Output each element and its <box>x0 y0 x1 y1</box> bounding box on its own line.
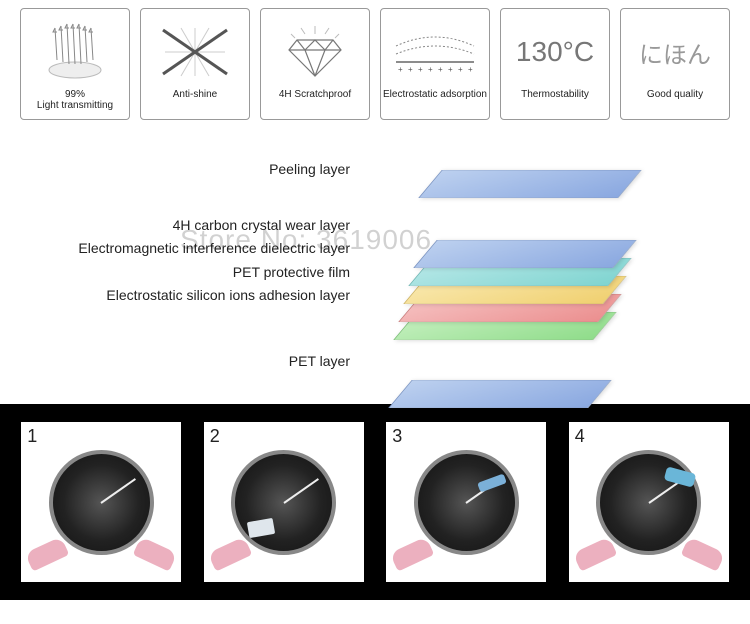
layer-sheet <box>413 240 636 268</box>
feature-label: 99%Light transmitting <box>37 89 113 111</box>
layer-label: Peeling layer <box>20 160 350 180</box>
anti-shine-icon <box>143 15 247 89</box>
layer-label: PET protective film <box>20 263 350 283</box>
svg-text:+: + <box>468 65 473 74</box>
jp-text-icon: にほん <box>623 15 727 89</box>
svg-text:+: + <box>438 65 443 74</box>
left-hand-icon <box>25 536 70 571</box>
thermo-icon: 130°C <box>503 15 607 89</box>
step-number: 2 <box>210 426 220 447</box>
gauge-icon <box>49 450 154 555</box>
steps-strip: 1 2 3 4 <box>0 404 750 600</box>
electrostatic-icon: + + + + + + + + <box>383 15 487 89</box>
feature-anti-shine: Anti-shine <box>140 8 250 120</box>
gauge-icon <box>414 450 519 555</box>
feature-electrostatic: + + + + + + + + Electrostatic adsorption <box>380 8 490 120</box>
step-panel: 2 <box>204 422 364 582</box>
feature-label: Good quality <box>647 89 703 100</box>
layer-labels: Peeling layer 4H carbon crystal wear lay… <box>20 154 370 372</box>
layer-sheet <box>418 170 641 198</box>
step-number: 1 <box>27 426 37 447</box>
layers-diagram: Peeling layer 4H carbon crystal wear lay… <box>0 124 750 404</box>
layer-sheet <box>388 380 611 408</box>
step-panel: 3 <box>386 422 546 582</box>
feature-label: Thermostability <box>521 89 589 100</box>
diamond-icon <box>263 15 367 89</box>
feature-label: Anti-shine <box>173 89 217 100</box>
step-number: 4 <box>575 426 585 447</box>
right-hand-icon <box>133 536 178 571</box>
step-panel: 1 <box>21 422 181 582</box>
jp-text: にほん <box>639 35 711 70</box>
layer-label: PET layer <box>20 352 350 372</box>
svg-text:+: + <box>448 65 453 74</box>
gauge-icon <box>231 450 336 555</box>
feature-row: 99%Light transmitting Anti-shine <box>0 0 750 124</box>
feature-label: Electrostatic adsorption <box>383 89 487 100</box>
step-panel: 4 <box>569 422 729 582</box>
layer-label: Electrostatic silicon ions adhesion laye… <box>20 286 350 306</box>
feature-thermostability: 130°C Thermostability <box>500 8 610 120</box>
feature-label: 4H Scratchproof <box>279 89 351 100</box>
thermo-text: 130°C <box>516 36 594 68</box>
gauge-icon <box>596 450 701 555</box>
feature-light-transmitting: 99%Light transmitting <box>20 8 130 120</box>
step-number: 3 <box>392 426 402 447</box>
feature-good-quality: にほん Good quality <box>620 8 730 120</box>
svg-text:+: + <box>408 65 413 74</box>
light-transmit-icon <box>23 15 127 89</box>
left-hand-icon <box>390 536 435 571</box>
svg-text:+: + <box>428 65 433 74</box>
layer-stack <box>370 154 690 414</box>
svg-text:+: + <box>418 65 423 74</box>
left-hand-icon <box>207 536 252 571</box>
svg-text:+: + <box>458 65 463 74</box>
layer-label: Electromagnetic interference dielectric … <box>20 239 350 259</box>
svg-text:+: + <box>398 65 403 74</box>
right-hand-icon <box>680 536 725 571</box>
feature-scratchproof: 4H Scratchproof <box>260 8 370 120</box>
layer-label: 4H carbon crystal wear layer <box>20 216 350 236</box>
left-hand-icon <box>572 536 617 571</box>
